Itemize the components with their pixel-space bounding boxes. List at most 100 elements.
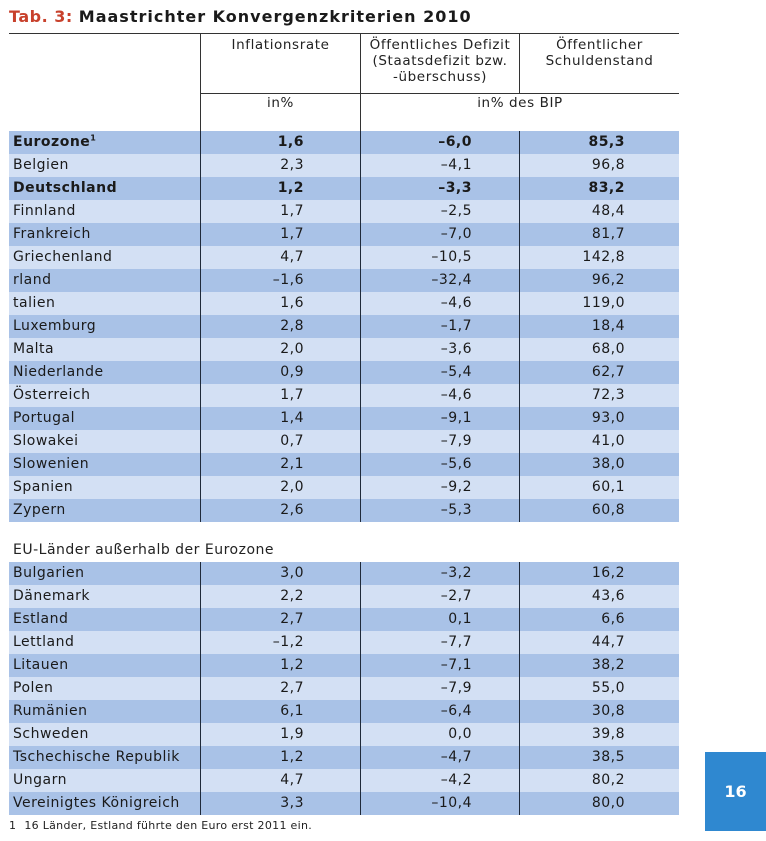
- deficit-cell: –3,2: [440, 565, 472, 581]
- country-cell: Rumänien: [13, 700, 87, 723]
- country-cell: Malta: [13, 338, 54, 361]
- column-divider: [360, 562, 361, 585]
- column-divider: [519, 131, 520, 154]
- deficit-cell: –9,2: [440, 479, 472, 495]
- inflation-cell: 2,7: [280, 611, 304, 627]
- column-divider: [519, 769, 520, 792]
- header-deficit: Öffentliches Defizit (Staatsdefizit bzw.…: [361, 37, 519, 85]
- country-name: Portugal: [13, 410, 75, 426]
- footnote-marker: 1: [90, 133, 97, 143]
- country-cell: Schweden: [13, 723, 89, 746]
- country-name: Bulgarien: [13, 565, 85, 581]
- column-divider: [519, 677, 520, 700]
- inflation-cell: 4,7: [280, 772, 304, 788]
- unit-inflation: in%: [267, 95, 294, 111]
- debt-cell: 38,2: [591, 657, 625, 673]
- inflation-cell: 4,7: [280, 249, 304, 265]
- inflation-cell: 1,9: [280, 726, 304, 742]
- deficit-cell: –5,6: [440, 456, 472, 472]
- country-name: Rumänien: [13, 703, 88, 719]
- country-name: Spanien: [13, 479, 74, 495]
- deficit-cell: –5,4: [440, 364, 472, 380]
- debt-cell: 18,4: [591, 318, 625, 334]
- column-divider: [200, 453, 201, 476]
- column-divider: [519, 453, 520, 476]
- deficit-cell: –6,4: [440, 703, 472, 719]
- column-divider: [519, 746, 520, 769]
- inflation-cell: 2,2: [280, 588, 304, 604]
- country-name: Estland: [13, 611, 69, 627]
- deficit-cell: –2,5: [440, 203, 472, 219]
- table-row: Schweden 1,9 0,0 39,8: [9, 723, 679, 746]
- deficit-cell: –3,6: [440, 341, 472, 357]
- column-divider: [360, 700, 361, 723]
- table-row: Zypern 2,6 –5,3 60,8: [9, 499, 679, 522]
- column-divider: [360, 746, 361, 769]
- debt-cell: 16,2: [591, 565, 625, 581]
- inflation-cell: 1,6: [277, 134, 304, 150]
- table-row: talien 1,6 –4,6 119,0: [9, 292, 679, 315]
- column-divider: [519, 700, 520, 723]
- country-cell: Österreich: [13, 384, 90, 407]
- country-name: Finnland: [13, 203, 76, 219]
- column-divider: [360, 269, 361, 292]
- column-divider: [360, 407, 361, 430]
- inflation-cell: 1,7: [280, 203, 304, 219]
- debt-cell: 60,8: [591, 502, 625, 518]
- inflation-cell: 0,9: [280, 364, 304, 380]
- column-divider: [200, 338, 201, 361]
- country-name: Österreich: [13, 387, 91, 403]
- column-divider: [200, 499, 201, 522]
- footnote-number: 1: [9, 819, 17, 832]
- deficit-cell: –9,1: [440, 410, 472, 426]
- header-inflation-label: Inflationsrate: [231, 37, 330, 53]
- non-eurozone-table: Bulgarien 3,0 –3,2 16,2 Dänemark 2,2 –2,7 43,6 E…: [9, 562, 679, 815]
- header-deficit-line: (Staatsdefizit bzw.: [372, 53, 508, 69]
- column-divider: [360, 384, 361, 407]
- column-divider: [360, 131, 361, 154]
- deficit-cell: –10,5: [431, 249, 472, 265]
- header-unit-rule: [200, 93, 679, 94]
- country-cell: Dänemark: [13, 585, 90, 608]
- country-cell: Polen: [13, 677, 53, 700]
- debt-cell: 48,4: [591, 203, 625, 219]
- country-name: Schweden: [13, 726, 89, 742]
- column-divider: [519, 499, 520, 522]
- column-divider: [200, 746, 201, 769]
- deficit-cell: –6,0: [438, 134, 472, 150]
- table-row: Tschechische Republik 1,2 –4,7 38,5: [9, 746, 679, 769]
- deficit-cell: –5,3: [440, 502, 472, 518]
- column-divider: [200, 792, 201, 815]
- header-divider: [200, 33, 201, 131]
- header-debt-line: Schuldenstand: [545, 53, 654, 69]
- debt-cell: 96,2: [591, 272, 625, 288]
- debt-cell: 83,2: [588, 180, 625, 196]
- table-row: Portugal 1,4 –9,1 93,0: [9, 407, 679, 430]
- table-row: Bulgarien 3,0 –3,2 16,2: [9, 562, 679, 585]
- deficit-cell: –4,2: [440, 772, 472, 788]
- inflation-cell: –1,6: [272, 272, 304, 288]
- column-divider: [200, 361, 201, 384]
- table-number-label: Tab. 3:: [9, 7, 73, 26]
- deficit-cell: –32,4: [431, 272, 472, 288]
- section-label-non-eurozone: EU-Länder außerhalb der Eurozone: [13, 542, 275, 558]
- country-name: Belgien: [13, 157, 69, 173]
- deficit-cell: –2,7: [440, 588, 472, 604]
- country-cell: Ungarn: [13, 769, 67, 792]
- column-divider: [360, 453, 361, 476]
- inflation-cell: 2,6: [280, 502, 304, 518]
- debt-cell: 96,8: [591, 157, 625, 173]
- column-divider: [519, 269, 520, 292]
- country-cell: Belgien: [13, 154, 69, 177]
- column-divider: [360, 430, 361, 453]
- country-name: Dänemark: [13, 588, 90, 604]
- deficit-cell: –4,6: [440, 387, 472, 403]
- country-cell: rland: [13, 269, 51, 292]
- table-title: Tab. 3: Maastrichter Konvergenzkriterien …: [9, 5, 472, 29]
- unit-gdp: in% des BIP: [477, 95, 563, 111]
- inflation-cell: 2,8: [280, 318, 304, 334]
- debt-cell: 30,8: [591, 703, 625, 719]
- column-divider: [200, 200, 201, 223]
- deficit-cell: –10,4: [431, 795, 472, 811]
- country-name: Malta: [13, 341, 55, 357]
